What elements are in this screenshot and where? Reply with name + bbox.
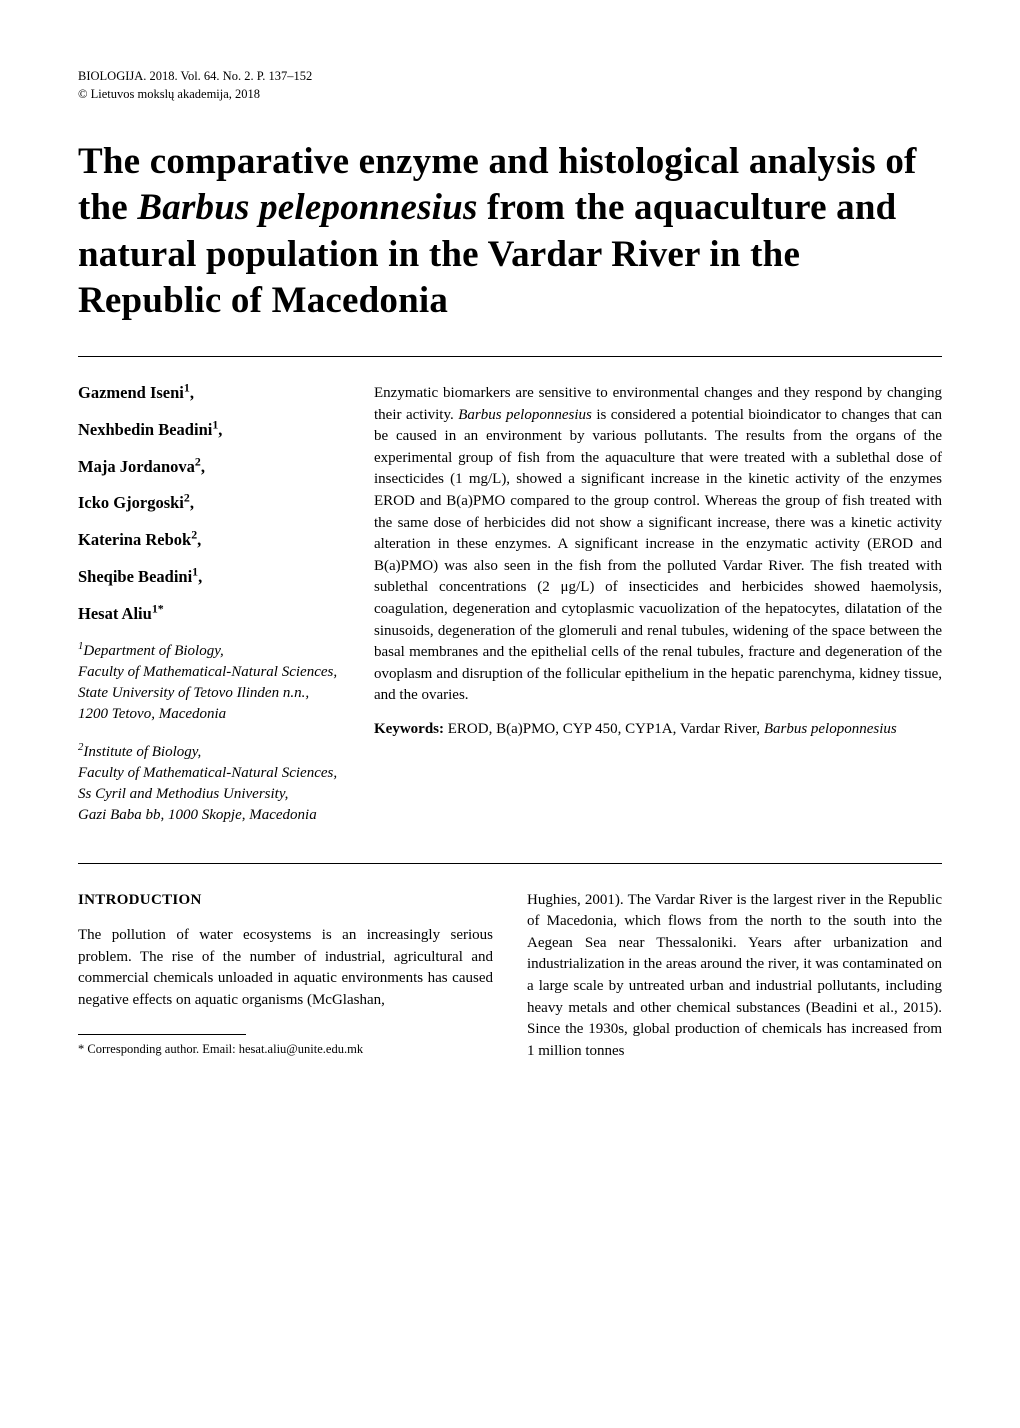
author-trail: ,: [190, 493, 194, 512]
author-1: Gazmend Iseni1,: [78, 383, 340, 403]
author-name: Maja Jordanova: [78, 457, 195, 476]
author-trail: ,: [218, 420, 222, 439]
affiliation-2: 2Institute of Biology, Faculty of Mathem…: [78, 742, 340, 826]
author-name: Gazmend Iseni: [78, 383, 184, 402]
affiliation-line: Institute of Biology,: [83, 744, 201, 760]
affiliation-1: 1Department of Biology, Faculty of Mathe…: [78, 641, 340, 725]
journal-line-2: © Lietuvos mokslų akademija, 2018: [78, 86, 942, 104]
introduction-section: INTRODUCTION The pollution of water ecos…: [78, 890, 942, 1063]
keywords-species: Barbus peloponnesius: [764, 721, 897, 737]
intro-paragraph: Hughies, 2001). The Vardar River is the …: [527, 890, 942, 1063]
author-5: Katerina Rebok2,: [78, 530, 340, 550]
author-name: Hesat Aliu: [78, 604, 152, 623]
author-3: Maja Jordanova2,: [78, 457, 340, 477]
keywords-paragraph: Keywords: EROD, B(a)PMO, CYP 450, CYP1A,…: [374, 719, 942, 741]
affiliation-line: Gazi Baba bb, 1000 Skopje, Macedonia: [78, 807, 317, 823]
affiliation-line: Department of Biology,: [83, 643, 223, 659]
affiliation-line: State University of Tetovo Ilinden n.n.,: [78, 685, 309, 701]
authors-affiliations-column: Gazmend Iseni1, Nexhbedin Beadini1, Maja…: [78, 383, 340, 843]
meta-abstract-row: Gazmend Iseni1, Nexhbedin Beadini1, Maja…: [78, 383, 942, 843]
author-7: Hesat Aliu1*: [78, 604, 340, 624]
introduction-heading: INTRODUCTION: [78, 890, 493, 912]
affiliation-line: Ss Cyril and Methodius University,: [78, 786, 288, 802]
author-4: Icko Gjorgoski2,: [78, 493, 340, 513]
author-trail: ,: [190, 383, 194, 402]
author-6: Sheqibe Beadini1,: [78, 567, 340, 587]
abstract-paragraph: Enzymatic biomarkers are sensitive to en…: [374, 383, 942, 707]
abstract-species: Barbus peloponnesius: [458, 407, 592, 423]
author-2: Nexhbedin Beadini1,: [78, 420, 340, 440]
abstract-rule: [78, 863, 942, 864]
abstract-text: is considered a potential bioindicator t…: [374, 407, 942, 704]
intro-paragraph: The pollution of water ecosystems is an …: [78, 925, 493, 1011]
author-trail: ,: [197, 530, 201, 549]
affiliation-line: Faculty of Mathematical-Natural Sciences…: [78, 664, 337, 680]
title-species: Barbus peleponnesius: [137, 187, 477, 228]
author-name: Katerina Rebok: [78, 530, 191, 549]
intro-column-left: INTRODUCTION The pollution of water ecos…: [78, 890, 493, 1063]
affiliation-line: 1200 Tetovo, Macedonia: [78, 706, 226, 722]
title-rule: [78, 356, 942, 357]
article-title: The comparative enzyme and histological …: [78, 139, 942, 324]
author-trail: ,: [201, 457, 205, 476]
journal-header: BIOLOGIJA. 2018. Vol. 64. No. 2. P. 137–…: [78, 68, 942, 103]
footnote-rule: [78, 1034, 246, 1035]
author-trail: ,: [198, 567, 202, 586]
intro-column-right: Hughies, 2001). The Vardar River is the …: [527, 890, 942, 1063]
corresponding-author-footnote: * Corresponding author. Email: hesat.ali…: [78, 1041, 493, 1059]
author-sup: 1*: [152, 601, 164, 615]
keywords-label: Keywords:: [374, 721, 444, 737]
affiliation-line: Faculty of Mathematical-Natural Sciences…: [78, 765, 337, 781]
author-name: Nexhbedin Beadini: [78, 420, 212, 439]
author-name: Icko Gjorgoski: [78, 493, 184, 512]
author-name: Sheqibe Beadini: [78, 567, 192, 586]
abstract-column: Enzymatic biomarkers are sensitive to en…: [374, 383, 942, 843]
journal-line-1: BIOLOGIJA. 2018. Vol. 64. No. 2. P. 137–…: [78, 68, 942, 86]
keywords-text: EROD, B(a)PMO, CYP 450, CYP1A, Vardar Ri…: [444, 721, 764, 737]
